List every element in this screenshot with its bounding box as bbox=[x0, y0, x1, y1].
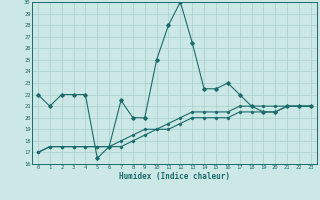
X-axis label: Humidex (Indice chaleur): Humidex (Indice chaleur) bbox=[119, 172, 230, 181]
